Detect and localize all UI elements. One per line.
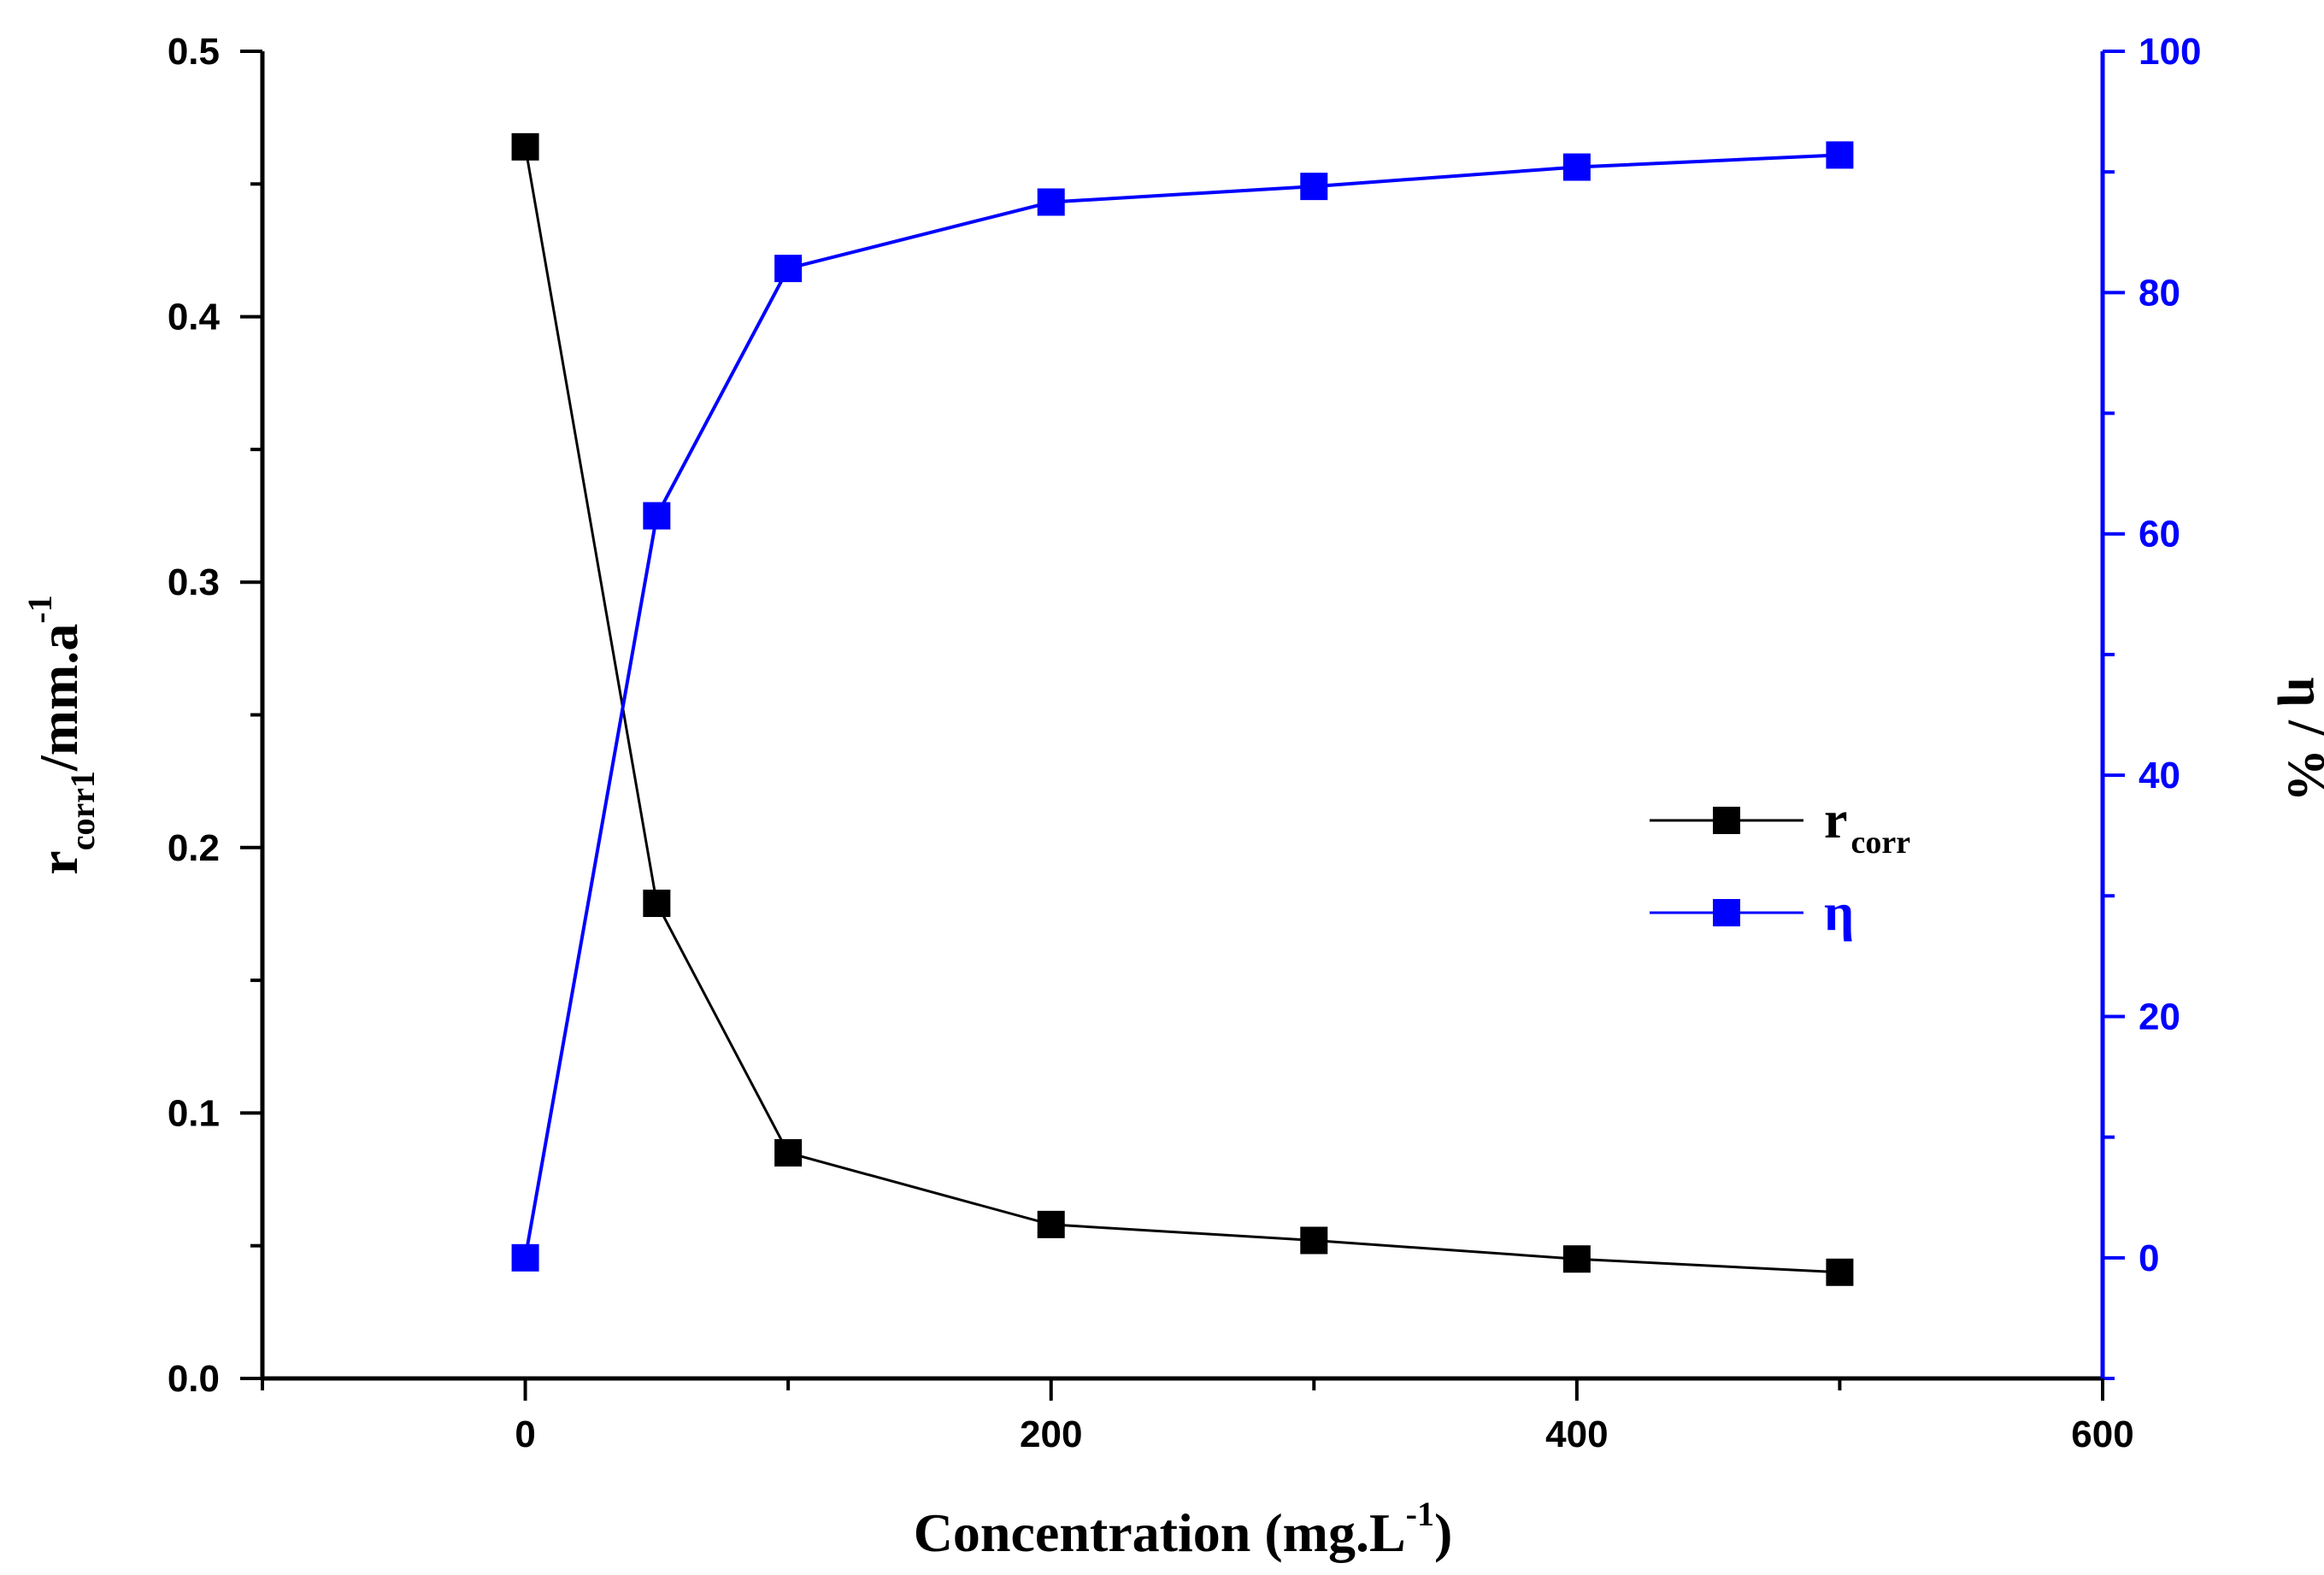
data-point-η <box>774 255 803 283</box>
left-y-tick-label: 0.2 <box>168 827 220 869</box>
left-y-tick-label: 0.0 <box>168 1358 220 1400</box>
data-point-r_corr <box>1562 1245 1591 1273</box>
data-point-r_corr <box>511 132 539 161</box>
left-y-tick-label: 0.1 <box>168 1092 220 1134</box>
legend-marker-r_corr <box>1713 807 1740 834</box>
left-y-tick-label: 0.4 <box>168 297 221 338</box>
data-point-r_corr <box>643 890 671 918</box>
right-y-tick-label: 40 <box>2139 755 2180 796</box>
x-axis-title: Concentration (mg.L-1) <box>914 1495 1453 1563</box>
right-y-tick-label: 80 <box>2139 272 2180 314</box>
x-tick-label: 200 <box>1020 1413 1082 1455</box>
left-y-tick-label: 0.3 <box>168 561 220 603</box>
legend-marker-η <box>1713 899 1740 926</box>
data-point-r_corr <box>1037 1210 1065 1238</box>
left-y-axis-title: rcorr1/mm.a-1 <box>21 595 102 874</box>
right-y-tick-label: 20 <box>2139 996 2180 1037</box>
data-point-η <box>1562 153 1591 181</box>
data-point-η <box>1826 141 1854 169</box>
right-y-axis-title: η / % <box>2277 677 2324 801</box>
legend-label-η: η <box>1824 884 1854 942</box>
data-point-η <box>1300 173 1328 201</box>
data-point-η <box>511 1243 539 1272</box>
right-y-tick-label: 60 <box>2139 514 2180 555</box>
right-y-tick-label: 100 <box>2139 31 2201 73</box>
data-point-η <box>643 502 671 530</box>
x-tick-label: 0 <box>515 1413 535 1455</box>
right-y-tick-label: 0 <box>2139 1237 2159 1279</box>
x-tick-label: 400 <box>1545 1413 1608 1455</box>
left-y-tick-label: 0.5 <box>168 31 220 73</box>
legend-label-r_corr: r corr <box>1824 791 1910 861</box>
x-tick-label: 600 <box>2071 1413 2133 1455</box>
data-point-r_corr <box>1826 1258 1854 1286</box>
data-point-r_corr <box>774 1138 803 1167</box>
data-point-η <box>1037 188 1065 216</box>
data-point-r_corr <box>1300 1226 1328 1255</box>
